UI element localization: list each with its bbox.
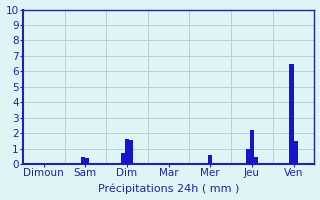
Bar xyxy=(85,158,90,164)
Bar xyxy=(121,153,125,164)
Bar xyxy=(125,139,129,164)
Bar xyxy=(290,64,294,164)
Bar xyxy=(254,157,258,164)
X-axis label: Précipitations 24h ( mm ): Précipitations 24h ( mm ) xyxy=(98,184,239,194)
Bar xyxy=(81,157,85,164)
Bar xyxy=(250,130,254,164)
Bar xyxy=(294,141,298,164)
Bar xyxy=(246,149,250,164)
Bar xyxy=(129,140,133,164)
Bar xyxy=(208,155,212,164)
